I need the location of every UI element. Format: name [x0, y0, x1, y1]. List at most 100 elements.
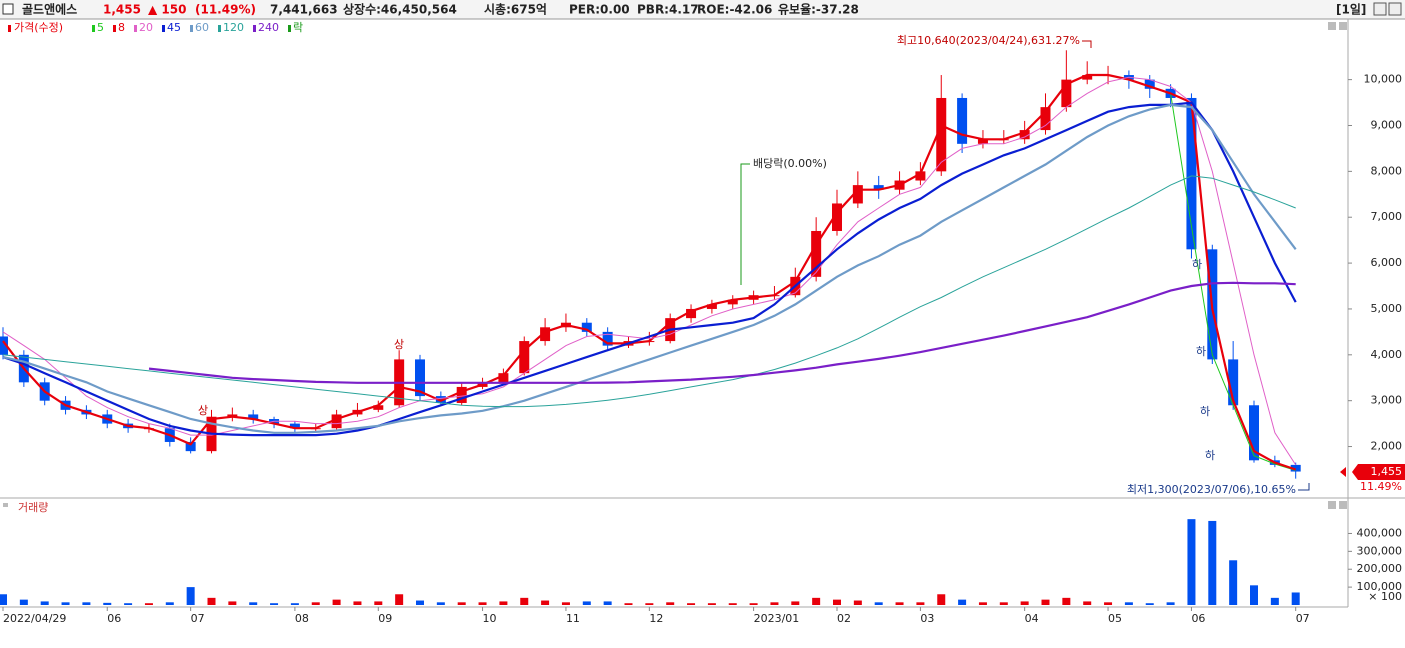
- legend-label: 락: [293, 21, 303, 34]
- legend-label: 8: [118, 21, 125, 34]
- panel-button[interactable]: [1339, 22, 1347, 30]
- header-bar: [0, 0, 1405, 19]
- dividend-annotation: 배당락(0.00%): [753, 157, 827, 170]
- legend-swatch: [190, 25, 193, 32]
- volume-bar: [853, 600, 862, 605]
- volume-bar: [311, 602, 320, 605]
- volume-bar: [707, 603, 716, 605]
- candle-body: [852, 185, 863, 204]
- checkbox[interactable]: [2, 3, 14, 15]
- x-tick-label: 12: [649, 612, 663, 625]
- reserve-ratio: 유보율:-37.28: [778, 3, 859, 17]
- volume-bar: [582, 601, 591, 605]
- volume-bar: [1208, 520, 1217, 605]
- volume-bar: [40, 601, 49, 605]
- candle-body: [602, 331, 613, 346]
- candle-body: [1186, 97, 1197, 250]
- volume-bar: [812, 597, 821, 605]
- legend-label: 120: [223, 21, 244, 34]
- low-arrow: [1298, 483, 1310, 491]
- candle-body: [727, 299, 738, 305]
- legend-label: 60: [195, 21, 209, 34]
- volume-bar: [19, 599, 28, 605]
- last-change: 11.49%: [1360, 480, 1402, 493]
- y-tick-label: 7,000: [1371, 210, 1403, 223]
- stock-name: 골드앤에스: [22, 2, 77, 17]
- limit-mark: 하: [1205, 448, 1215, 462]
- volume-unit: × 100: [1368, 590, 1402, 603]
- panel-button[interactable]: [1328, 501, 1336, 509]
- legend-swatch: [218, 25, 221, 32]
- period[interactable]: [1일]: [1336, 3, 1366, 17]
- minimize-button[interactable]: [1373, 2, 1387, 16]
- change-pct: (11.49%): [195, 3, 256, 17]
- market-cap: 시총:675억: [484, 2, 547, 17]
- legend-swatch: [134, 25, 137, 32]
- volume-bar: [561, 602, 570, 605]
- x-tick-label: 10: [483, 612, 497, 625]
- moving-average: [2, 103, 1297, 434]
- panel-button[interactable]: [1339, 501, 1347, 509]
- volume-bar: [624, 603, 633, 605]
- volume-bar: [520, 597, 529, 605]
- legend-label: 5: [97, 21, 104, 34]
- x-tick-label: 03: [920, 612, 934, 625]
- volume-bar: [770, 602, 779, 605]
- volume-bar: [603, 601, 612, 605]
- candle-body: [331, 414, 342, 429]
- candle-body: [1144, 79, 1155, 89]
- volume-bar: [895, 602, 904, 605]
- candle-body: [873, 185, 884, 190]
- legend-swatch: [92, 25, 95, 32]
- volume-bar: [228, 601, 237, 605]
- legend-swatch: [8, 25, 11, 32]
- volume-bar: [728, 603, 737, 605]
- volume-bar: [124, 603, 133, 605]
- volume-bar: [353, 601, 362, 605]
- y-tick-label: 100,000: [1357, 580, 1403, 593]
- volume-bar: [916, 602, 925, 605]
- moving-average: [2, 175, 1296, 408]
- volume-bar: [270, 603, 279, 605]
- volume-bar: [1041, 599, 1050, 605]
- candle-body: [540, 327, 551, 342]
- last-price-pointer: [1340, 467, 1346, 477]
- candle-body: [957, 97, 968, 144]
- volume-bar: [1166, 602, 1175, 605]
- volume-bar: [457, 602, 466, 605]
- candle-body: [686, 308, 697, 319]
- candle-body: [706, 304, 717, 309]
- volume-bar: [1250, 585, 1258, 605]
- candle-body: [1061, 79, 1072, 108]
- legend-swatch: [288, 25, 291, 32]
- moving-average: [2, 73, 1297, 471]
- y-tick-label: 8,000: [1371, 164, 1403, 177]
- y-tick-label: 5,000: [1371, 302, 1403, 315]
- close-button[interactable]: [1388, 2, 1402, 16]
- volume-bar: [1104, 602, 1113, 605]
- volume-bar: [374, 601, 383, 605]
- volume-bar: [749, 603, 758, 605]
- listed-shares: 상장수:46,450,564: [343, 2, 457, 17]
- legend-label: 240: [258, 21, 279, 34]
- y-tick-label: 9,000: [1371, 118, 1403, 131]
- candle-body: [519, 341, 530, 374]
- volume-bar: [1145, 603, 1154, 605]
- legend-swatch: [253, 25, 256, 32]
- candle-body: [977, 139, 988, 144]
- volume-bar: [687, 603, 696, 605]
- volume-bar: [791, 601, 800, 605]
- candle-body: [936, 97, 947, 172]
- limit-mark: 상: [394, 338, 404, 351]
- volume-bar: [1270, 597, 1279, 605]
- volume-bar: [541, 600, 550, 605]
- volume-bar: [1062, 597, 1071, 605]
- legend-label: 20: [139, 21, 153, 34]
- volume-bar: [144, 603, 153, 605]
- dividend-line: [740, 163, 750, 285]
- panel-button[interactable]: [1328, 22, 1336, 30]
- legend-swatch: [162, 25, 165, 32]
- volume-bar: [207, 597, 216, 605]
- moving-average: [148, 281, 1296, 384]
